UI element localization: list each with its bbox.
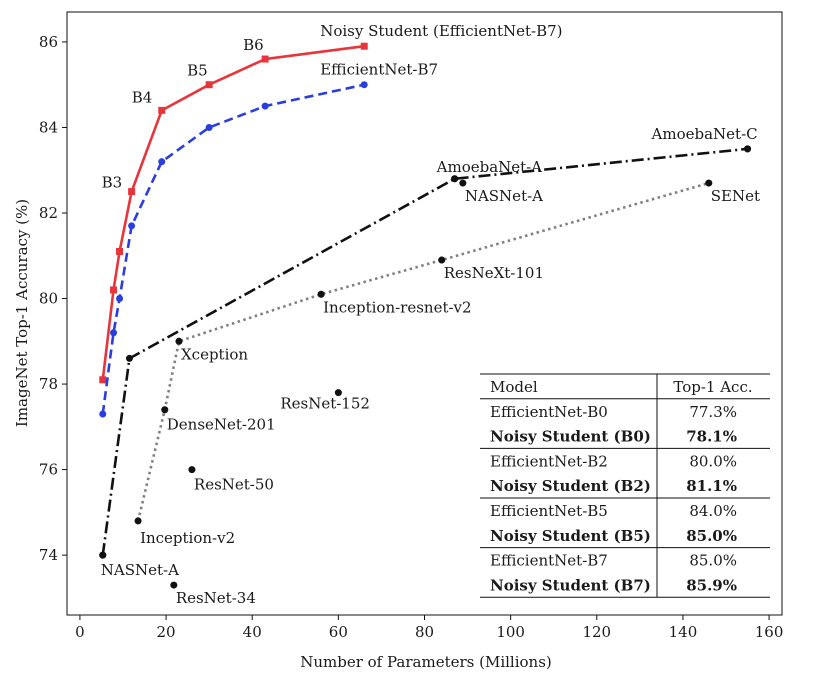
series-point-1: [158, 158, 166, 166]
x-tick-label: 60: [329, 623, 348, 641]
table-cell-model: Noisy Student (B0): [490, 428, 651, 446]
model-point: [134, 517, 142, 525]
table-cell-model: EfficientNet-B2: [490, 452, 608, 470]
x-tick-label: 140: [669, 623, 698, 641]
model-point: [438, 256, 446, 264]
x-tick-label: 100: [496, 623, 525, 641]
y-tick-label: 80: [39, 290, 58, 308]
model-label: ResNet-152: [280, 395, 370, 413]
table-cell-model: EfficientNet-B0: [490, 403, 608, 421]
model-label: AmoebaNet-C: [651, 125, 758, 143]
series-point-1: [360, 81, 368, 89]
series-point-0: [110, 286, 118, 294]
series-point-1: [99, 410, 107, 418]
model-point: [317, 290, 325, 298]
table-cell-acc: 85.0%: [686, 527, 737, 545]
model-point: [459, 179, 467, 187]
annotation-label: B4: [132, 88, 153, 106]
model-label: Xception: [181, 345, 248, 363]
series-point-1: [261, 102, 269, 110]
model-label: AmoebaNet-A: [436, 158, 543, 176]
x-tick-label: 20: [157, 623, 176, 641]
y-tick-label: 82: [39, 204, 58, 222]
model-label: ResNet-34: [176, 589, 256, 607]
y-tick-label: 74: [39, 546, 58, 564]
table-cell-acc: 77.3%: [689, 403, 737, 421]
x-tick-label: 120: [582, 623, 611, 641]
x-tick-label: 0: [75, 623, 85, 641]
table-cell-acc: 84.0%: [689, 502, 737, 520]
y-tick-label: 76: [39, 461, 58, 479]
table-header-model: Model: [490, 378, 538, 396]
series-point-0: [116, 247, 124, 255]
series-point-1: [205, 123, 213, 131]
model-label: SENet: [711, 187, 760, 205]
series-point-0: [360, 42, 368, 50]
x-axis: 0 20 40 60 80 100 120 140 160: [75, 615, 783, 641]
annotation-label: B6: [243, 36, 264, 54]
label-layer: NASNet-A ResNet-34 Inception-v2 ResNet-50 De…: [99, 22, 760, 607]
series-point-0: [205, 81, 213, 89]
table-cell-acc: 80.0%: [689, 452, 737, 470]
model-label: ResNeXt-101: [444, 264, 544, 282]
series-point-1: [128, 222, 136, 230]
y-axis-title: ImageNet Top-1 Accuracy (%): [13, 199, 31, 427]
results-table: Model Top-1 Acc. EfficientNet-B0 77.3% Noisy…: [480, 373, 770, 598]
annotation-label: B5: [187, 62, 208, 80]
series-point-1: [116, 295, 124, 303]
model-point: [705, 179, 713, 187]
series-point-0: [128, 188, 136, 196]
x-tick-label: 40: [243, 623, 262, 641]
series-point-2: [125, 354, 133, 362]
x-tick-label: 80: [415, 623, 434, 641]
annotation-label: B3: [102, 174, 123, 192]
model-point: [334, 389, 342, 397]
model-point: [188, 466, 196, 474]
model-point: [99, 551, 107, 559]
series-point-0: [158, 106, 166, 114]
table-cell-model: EfficientNet-B5: [490, 502, 608, 520]
model-label: DenseNet-201: [167, 416, 276, 434]
model-point: [161, 406, 169, 414]
table-header-acc: Top-1 Acc.: [673, 378, 752, 396]
table-cell-acc: 85.9%: [686, 576, 737, 594]
table-cell-acc: 78.1%: [686, 428, 737, 446]
model-point: [170, 581, 178, 589]
series-point-0: [261, 55, 269, 63]
model-point: [451, 175, 459, 183]
model-point: [175, 337, 183, 345]
series-line-0: [101, 44, 365, 380]
table-cell-acc: 81.1%: [686, 477, 737, 495]
y-tick-label: 84: [39, 118, 58, 136]
series-layer: [99, 42, 752, 559]
series-point-1: [110, 329, 118, 337]
model-label: ResNet-50: [194, 476, 274, 494]
model-label: NASNet-A: [465, 187, 543, 205]
table-cell-model: Noisy Student (B5): [490, 527, 651, 545]
series-point-0: [99, 376, 107, 384]
y-axis: 74 76 78 80 82 84 86: [39, 33, 67, 564]
x-axis-title: Number of Parameters (Millions): [300, 653, 552, 671]
table-cell-model: EfficientNet-B7: [490, 552, 608, 570]
series-line-2: [101, 147, 748, 556]
model-label: NASNet-A: [101, 561, 179, 579]
table-cell-model: Noisy Student (B2): [490, 477, 651, 495]
y-tick-label: 78: [39, 375, 58, 393]
series-line-3: [136, 181, 710, 522]
series-line-1: [101, 83, 365, 415]
table-cell-acc: 85.0%: [689, 552, 737, 570]
x-tick-label: 160: [755, 623, 784, 641]
y-tick-label: 86: [39, 33, 58, 51]
table-cell-model: Noisy Student (B7): [490, 576, 651, 594]
model-label: Inception-v2: [140, 529, 235, 547]
model-point: [744, 145, 752, 153]
annotation-label: EfficientNet-B7: [320, 61, 438, 79]
model-label: Inception-resnet-v2: [323, 298, 471, 316]
annotation-label: Noisy Student (EfficientNet-B7): [320, 22, 562, 40]
